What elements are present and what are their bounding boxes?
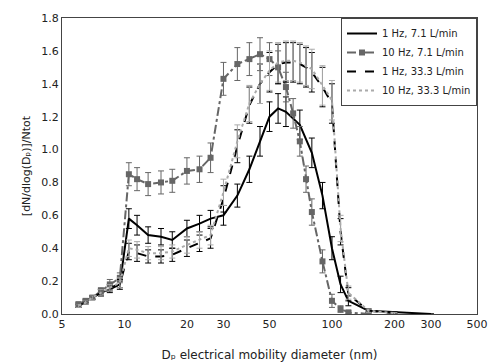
svg-text:1.4: 1.4	[41, 78, 59, 91]
svg-text:500: 500	[467, 318, 488, 331]
svg-text:20: 20	[180, 318, 194, 331]
svg-text:1.2: 1.2	[41, 111, 59, 124]
svg-text:300: 300	[420, 318, 441, 331]
svg-text:30: 30	[216, 318, 230, 331]
svg-text:1 Hz, 33.3 L/min: 1 Hz, 33.3 L/min	[382, 66, 464, 77]
svg-text:1.6: 1.6	[41, 45, 59, 58]
svg-text:10 Hz, 7.1 L/min: 10 Hz, 7.1 L/min	[382, 47, 464, 58]
svg-text:1.8: 1.8	[41, 12, 59, 25]
svg-text:0.6: 0.6	[41, 209, 59, 222]
svg-text:1 Hz, 7.1 L/min: 1 Hz, 7.1 L/min	[382, 28, 458, 39]
svg-text:0.0: 0.0	[41, 308, 59, 321]
svg-text:Dₚ electrical mobility diamete: Dₚ electrical mobility diameter (nm)	[161, 348, 377, 362]
svg-text:50: 50	[263, 318, 277, 331]
svg-text:0.8: 0.8	[41, 176, 59, 189]
svg-text:0.4: 0.4	[41, 242, 59, 255]
svg-text:10: 10	[117, 318, 131, 331]
svg-text:[dN/dlog(Dₚ)]/Ntot: [dN/dlog(Dₚ)]/Ntot	[20, 115, 33, 216]
svg-text:200: 200	[384, 318, 405, 331]
svg-text:0.2: 0.2	[41, 275, 59, 288]
svg-text:1.0: 1.0	[41, 143, 59, 156]
svg-text:100: 100	[321, 318, 342, 331]
svg-text:10 Hz, 33.3 L/min: 10 Hz, 33.3 L/min	[382, 85, 470, 96]
svg-text:5: 5	[59, 318, 66, 331]
